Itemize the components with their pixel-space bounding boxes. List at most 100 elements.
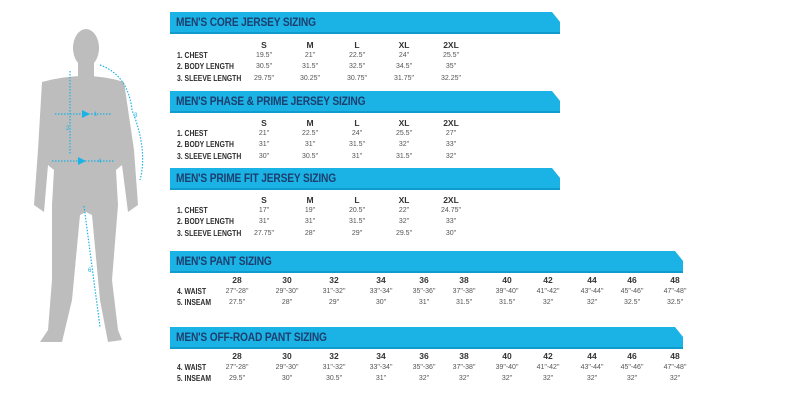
measure-label-waist: 4 — [98, 159, 102, 165]
size-header: S — [261, 195, 267, 205]
size-value: 31" — [375, 375, 387, 382]
size-header: 38 — [459, 351, 469, 361]
size-value: 32" — [445, 153, 457, 160]
size-value: 30" — [375, 299, 387, 306]
size-header: 44 — [587, 351, 597, 361]
size-value: 32" — [542, 299, 554, 306]
size-value: 31" — [258, 218, 270, 225]
section-banner: MEN'S PRIME FIT JERSEY SIZING — [170, 168, 560, 190]
size-value: 43"-44" — [580, 364, 604, 371]
size-value: 30" — [281, 375, 293, 382]
measure-label-inseam: 6 — [88, 268, 92, 274]
size-header: 30 — [282, 351, 292, 361]
body-silhouette — [34, 29, 138, 342]
size-value: 28" — [281, 299, 293, 306]
size-value: 22.5" — [348, 52, 366, 59]
size-header: 36 — [419, 275, 429, 285]
size-value: 31"-32" — [322, 364, 346, 371]
size-value: 22.5" — [301, 130, 319, 137]
size-value: 21" — [258, 130, 270, 137]
row-label: 2. BODY LENGTH — [177, 217, 234, 226]
row-label: 4. WAIST — [177, 287, 207, 296]
size-value: 45"-46" — [620, 288, 644, 295]
size-value: 28" — [304, 230, 316, 237]
row-label: 5. INSEAM — [177, 298, 212, 307]
size-value: 32.5" — [623, 299, 641, 306]
size-value: 31" — [418, 299, 430, 306]
size-header: 46 — [627, 351, 637, 361]
size-value: 47"-48" — [663, 364, 687, 371]
size-value: 31.5" — [348, 141, 366, 148]
size-header: L — [354, 118, 360, 128]
section-banner: MEN'S PHASE & PRIME JERSEY SIZING — [170, 91, 560, 113]
size-value: 31"-32" — [322, 288, 346, 295]
size-header: 32 — [329, 275, 339, 285]
row-label: 3. SLEEVE LENGTH — [177, 152, 242, 161]
size-value: 31" — [304, 141, 316, 148]
size-value: 37"-38" — [452, 364, 476, 371]
size-value: 31.5" — [498, 299, 516, 306]
size-value: 27.75" — [253, 230, 275, 237]
section-title: MEN'S OFF-ROAD PANT SIZING — [176, 330, 327, 344]
size-value: 32" — [418, 375, 430, 382]
size-header: 28 — [232, 351, 242, 361]
size-header: 28 — [232, 275, 242, 285]
size-value: 30.5" — [255, 63, 273, 70]
size-value: 34.5" — [395, 63, 413, 70]
size-header: 48 — [670, 351, 680, 361]
size-value: 31" — [258, 141, 270, 148]
size-value: 32" — [398, 141, 410, 148]
size-value: 32" — [626, 375, 638, 382]
section-banner: MEN'S CORE JERSEY SIZING — [170, 12, 560, 34]
size-value: 35"-36" — [412, 288, 436, 295]
section-title: MEN'S CORE JERSEY SIZING — [176, 15, 316, 29]
body-measurement-figure: 1 2 3 4 6 — [34, 29, 144, 342]
size-header: L — [354, 195, 360, 205]
size-value: 24" — [351, 130, 363, 137]
size-value: 43"-44" — [580, 288, 604, 295]
size-header: 44 — [587, 275, 597, 285]
size-value: 41"-42" — [536, 288, 560, 295]
size-value: 19" — [304, 207, 316, 214]
size-value: 39"-40" — [495, 364, 519, 371]
section-banner: MEN'S OFF-ROAD PANT SIZING — [170, 327, 683, 349]
size-header: 30 — [282, 275, 292, 285]
size-value: 31" — [351, 153, 363, 160]
measure-label-body-length: 2 — [66, 126, 70, 132]
section-title: MEN'S PRIME FIT JERSEY SIZING — [176, 171, 336, 185]
row-label: 4. WAIST — [177, 363, 207, 372]
section-title: MEN'S PHASE & PRIME JERSEY SIZING — [176, 94, 366, 108]
row-label: 1. CHEST — [177, 129, 208, 138]
size-value: 35"-36" — [412, 364, 436, 371]
size-value: 31.5" — [348, 218, 366, 225]
size-value: 24" — [398, 52, 410, 59]
size-header: 42 — [543, 351, 553, 361]
size-header: XL — [398, 195, 410, 205]
size-value: 29.5" — [228, 375, 246, 382]
row-label: 2. BODY LENGTH — [177, 62, 234, 71]
size-value: 31" — [304, 218, 316, 225]
row-label: 1. CHEST — [177, 206, 208, 215]
size-header: 34 — [376, 351, 386, 361]
size-header: 32 — [329, 351, 339, 361]
size-value: 41"-42" — [536, 364, 560, 371]
size-value: 32" — [586, 375, 598, 382]
size-header: 48 — [670, 275, 680, 285]
size-value: 29" — [351, 230, 363, 237]
size-header: 40 — [502, 351, 512, 361]
size-value: 31.75" — [393, 75, 415, 82]
size-value: 29.75" — [253, 75, 275, 82]
size-value: 27"-28" — [225, 364, 249, 371]
size-value: 30.75" — [346, 75, 368, 82]
size-value: 45"-46" — [620, 364, 644, 371]
row-label: 5. INSEAM — [177, 374, 212, 383]
size-header: 36 — [419, 351, 429, 361]
size-value: 29.5" — [395, 230, 413, 237]
size-header: 38 — [459, 275, 469, 285]
size-header: S — [261, 118, 267, 128]
size-value: 32" — [398, 218, 410, 225]
size-value: 33" — [445, 218, 457, 225]
size-value: 35" — [445, 63, 457, 70]
row-label: 1. CHEST — [177, 51, 208, 60]
size-value: 33"-34" — [369, 364, 393, 371]
